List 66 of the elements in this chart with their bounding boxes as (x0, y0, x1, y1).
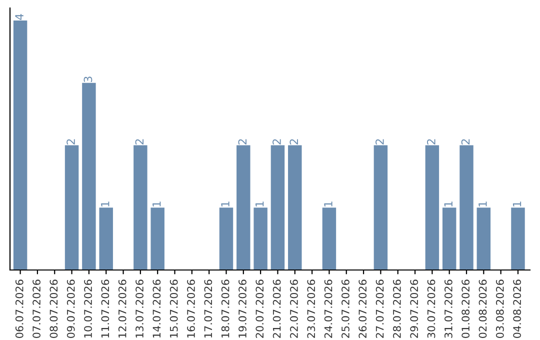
data-label: 2 (135, 139, 144, 144)
x-tick-label: 03.08.2026 (496, 280, 504, 338)
bar (254, 208, 268, 270)
x-tick-label: 08.07.2026 (50, 280, 58, 338)
x-tick-label: 30.07.2026 (427, 280, 436, 338)
x-tick-label: 15.07.2026 (170, 280, 178, 338)
x-tick-label: 02.08.2026 (478, 280, 487, 338)
data-label: 1 (152, 202, 161, 206)
x-tick-label: 07.07.2026 (32, 280, 40, 338)
bar (82, 82, 96, 270)
x-tick-label: 18.07.2026 (221, 280, 230, 338)
x-tick-label: 31.07.2026 (444, 280, 452, 338)
x-tick-label: 14.07.2026 (152, 280, 161, 338)
bar (288, 145, 302, 270)
bar (219, 208, 234, 270)
x-tick-label: 27.07.2026 (376, 280, 384, 338)
data-label: 1 (512, 202, 522, 206)
data-label: 2 (461, 139, 470, 144)
x-tick-label: 10.07.2026 (84, 280, 92, 338)
bar (460, 145, 474, 270)
data-label: 2 (238, 139, 246, 144)
data-label: 1 (101, 202, 110, 206)
data-label: 3 (84, 76, 92, 82)
bar (425, 145, 440, 270)
x-tick-label: 28.07.2026 (393, 280, 401, 338)
data-label: 2 (290, 139, 298, 144)
data-label: 1 (444, 202, 452, 206)
x-tick-label: 04.08.2026 (513, 280, 522, 338)
bar (99, 208, 113, 270)
data-label: 1 (221, 202, 230, 206)
x-tick-label: 26.07.2026 (358, 280, 367, 338)
x-tick-label: 06.07.2026 (15, 280, 24, 338)
bar (150, 208, 164, 270)
bar (476, 208, 491, 270)
data-label: 1 (324, 202, 332, 206)
bar (374, 145, 388, 270)
bar (442, 208, 456, 270)
bar (236, 145, 250, 270)
data-label: 2 (66, 139, 75, 144)
x-tick-label: 24.07.2026 (324, 280, 332, 338)
data-label: 1 (478, 202, 487, 206)
x-tick-label: 22.07.2026 (290, 280, 298, 338)
x-tick-label: 09.07.2026 (66, 280, 75, 338)
data-label: 2 (427, 139, 436, 144)
data-label: 2 (272, 139, 281, 144)
bar (64, 145, 79, 270)
data-label: 1 (256, 202, 264, 206)
bar (13, 20, 28, 270)
bar (134, 145, 148, 270)
x-tick-label: 23.07.2026 (307, 280, 316, 338)
x-tick-label: 19.07.2026 (238, 280, 246, 338)
x-tick-label: 13.07.2026 (136, 280, 144, 338)
x-tick-label: 16.07.2026 (187, 280, 195, 338)
bar (322, 208, 336, 270)
x-tick-label: 21.07.2026 (272, 280, 281, 338)
bar (511, 208, 525, 270)
x-tick-label: 29.07.2026 (410, 280, 418, 338)
data-label: 2 (376, 139, 384, 144)
x-tick-label: 12.07.2026 (118, 280, 126, 338)
x-tick-label: 20.07.2026 (256, 280, 264, 338)
x-tick-label: 17.07.2026 (204, 280, 212, 338)
x-tick-label: 01.08.2026 (462, 280, 470, 338)
x-tick-label: 11.07.2026 (101, 280, 110, 338)
data-label: 4 (15, 14, 24, 20)
x-tick-label: 25.07.2026 (342, 280, 350, 338)
bar (270, 145, 285, 270)
